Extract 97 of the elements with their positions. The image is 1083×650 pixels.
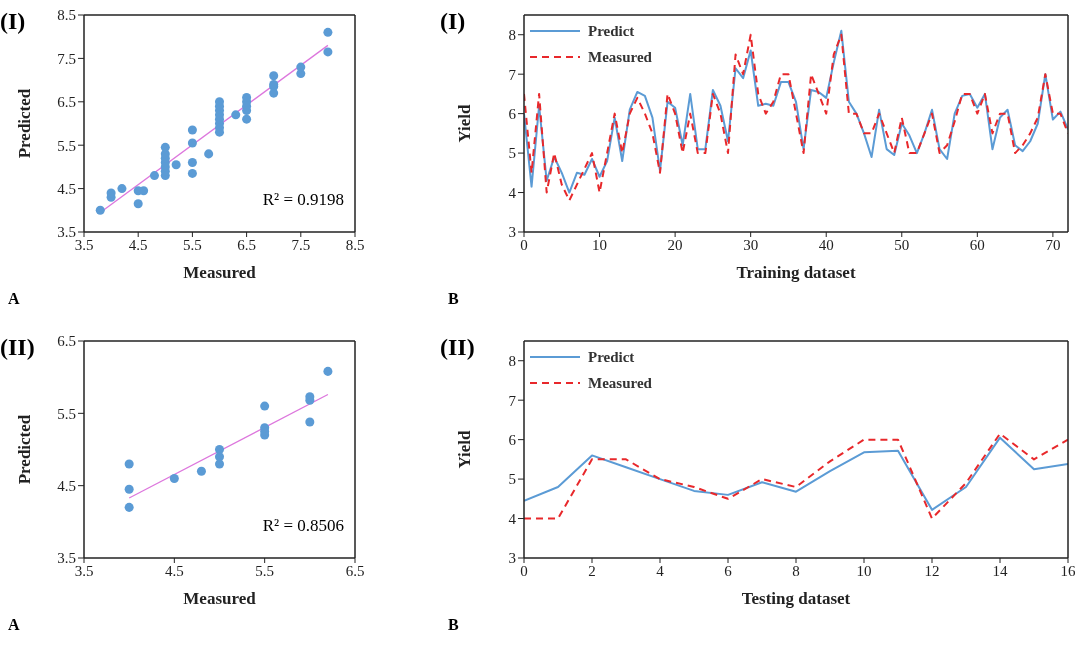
point xyxy=(149,171,159,181)
y-tick-label: 5.5 xyxy=(57,405,76,422)
x-tick-label: 12 xyxy=(924,562,940,579)
x-tick-label: 14 xyxy=(992,562,1008,579)
y-tick-label: 3 xyxy=(508,550,516,567)
x-tick-label: 6 xyxy=(724,562,733,579)
x-tick-label: 60 xyxy=(969,236,985,253)
point xyxy=(124,484,134,494)
y-tick-label: 7 xyxy=(508,392,517,409)
x-tick-label: 6.5 xyxy=(345,562,365,579)
legend-label: Predict xyxy=(588,348,635,366)
x-tick-label: 8.5 xyxy=(345,236,365,253)
y-tick-label: 6 xyxy=(508,105,517,122)
point xyxy=(323,47,333,57)
x-tick-label: 10 xyxy=(592,236,608,253)
legend-label: Predict xyxy=(588,22,635,40)
x-tick-label: 3.5 xyxy=(74,562,94,579)
x-tick-label: 40 xyxy=(818,236,834,253)
point xyxy=(323,27,333,37)
y-tick-label: 5 xyxy=(508,471,516,488)
y-tick-label: 7 xyxy=(508,66,517,83)
x-axis-title: Training dataset xyxy=(736,263,856,282)
x-tick-label: 4.5 xyxy=(128,236,148,253)
x-tick-label: 4 xyxy=(656,562,665,579)
point xyxy=(187,138,197,148)
point xyxy=(117,184,127,194)
point xyxy=(124,459,134,469)
y-tick-label: 8 xyxy=(508,27,516,44)
chart-title: (II) xyxy=(0,334,35,361)
chart-title: (I) xyxy=(0,8,26,35)
x-tick-label: 50 xyxy=(894,236,910,253)
point xyxy=(323,366,333,376)
y-tick-label: 8.5 xyxy=(57,7,76,24)
annotation: R² = 0.9198 xyxy=(262,190,344,210)
x-tick-label: 4.5 xyxy=(164,562,184,579)
point xyxy=(231,110,241,120)
point xyxy=(133,199,143,209)
x-tick-label: 20 xyxy=(667,236,683,253)
y-tick-label: 7.5 xyxy=(57,50,76,67)
y-tick-label: 6.5 xyxy=(57,333,76,350)
point xyxy=(139,186,149,196)
text: B xyxy=(448,290,459,308)
point xyxy=(171,160,181,170)
annotation: R² = 0.8506 xyxy=(262,516,344,536)
text: A xyxy=(8,290,20,308)
y-tick-label: 6 xyxy=(508,431,517,448)
x-tick-label: 5.5 xyxy=(183,236,202,253)
chart-title: (I) xyxy=(440,8,466,35)
y-tick-label: 4.5 xyxy=(57,180,76,197)
y-axis-title: Predicted xyxy=(15,88,35,159)
x-tick-label: 7.5 xyxy=(291,236,311,253)
point xyxy=(187,125,197,135)
y-tick-label: 4 xyxy=(508,184,517,201)
point xyxy=(269,71,279,81)
x-axis-title: Measured xyxy=(183,589,257,608)
chart-title: (II) xyxy=(440,334,475,361)
text: B xyxy=(448,616,459,634)
y-tick-label: 5.5 xyxy=(57,137,76,154)
y-tick-label: 5 xyxy=(508,145,516,162)
x-tick-label: 3.5 xyxy=(74,236,94,253)
x-tick-label: 8 xyxy=(792,562,800,579)
x-tick-label: 70 xyxy=(1045,236,1061,253)
point xyxy=(204,149,214,159)
y-tick-label: 4 xyxy=(508,510,517,527)
point xyxy=(260,401,270,411)
x-tick-label: 6.5 xyxy=(237,236,256,253)
y-tick-label: 6.5 xyxy=(57,94,76,111)
point xyxy=(169,473,179,483)
x-tick-label: 30 xyxy=(743,236,759,253)
y-tick-label: 3.5 xyxy=(57,550,76,567)
point xyxy=(242,114,252,124)
point xyxy=(305,417,315,427)
point xyxy=(187,168,197,178)
y-tick-label: 3.5 xyxy=(57,224,76,241)
text: A xyxy=(8,616,20,634)
point xyxy=(187,158,197,168)
y-axis-title: Yield xyxy=(455,103,475,143)
point xyxy=(95,205,105,215)
x-tick-label: 0 xyxy=(520,562,528,579)
legend-label: Measured xyxy=(588,48,652,66)
point xyxy=(296,62,306,72)
x-tick-label: 5.5 xyxy=(255,562,275,579)
y-axis-title: Predicted xyxy=(15,414,35,485)
y-tick-label: 8 xyxy=(508,353,516,370)
y-tick-label: 4.5 xyxy=(57,477,76,494)
x-tick-label: 16 xyxy=(1060,562,1076,579)
point xyxy=(160,142,170,152)
x-tick-label: 2 xyxy=(588,562,596,579)
point xyxy=(196,466,206,476)
x-tick-label: 10 xyxy=(856,562,872,579)
x-axis-title: Measured xyxy=(183,263,257,282)
x-axis-title: Testing dataset xyxy=(741,589,851,608)
point xyxy=(124,502,134,512)
y-tick-label: 3 xyxy=(508,224,516,241)
legend-label: Measured xyxy=(588,374,652,392)
y-axis-title: Yield xyxy=(455,429,475,469)
x-tick-label: 0 xyxy=(520,236,528,253)
